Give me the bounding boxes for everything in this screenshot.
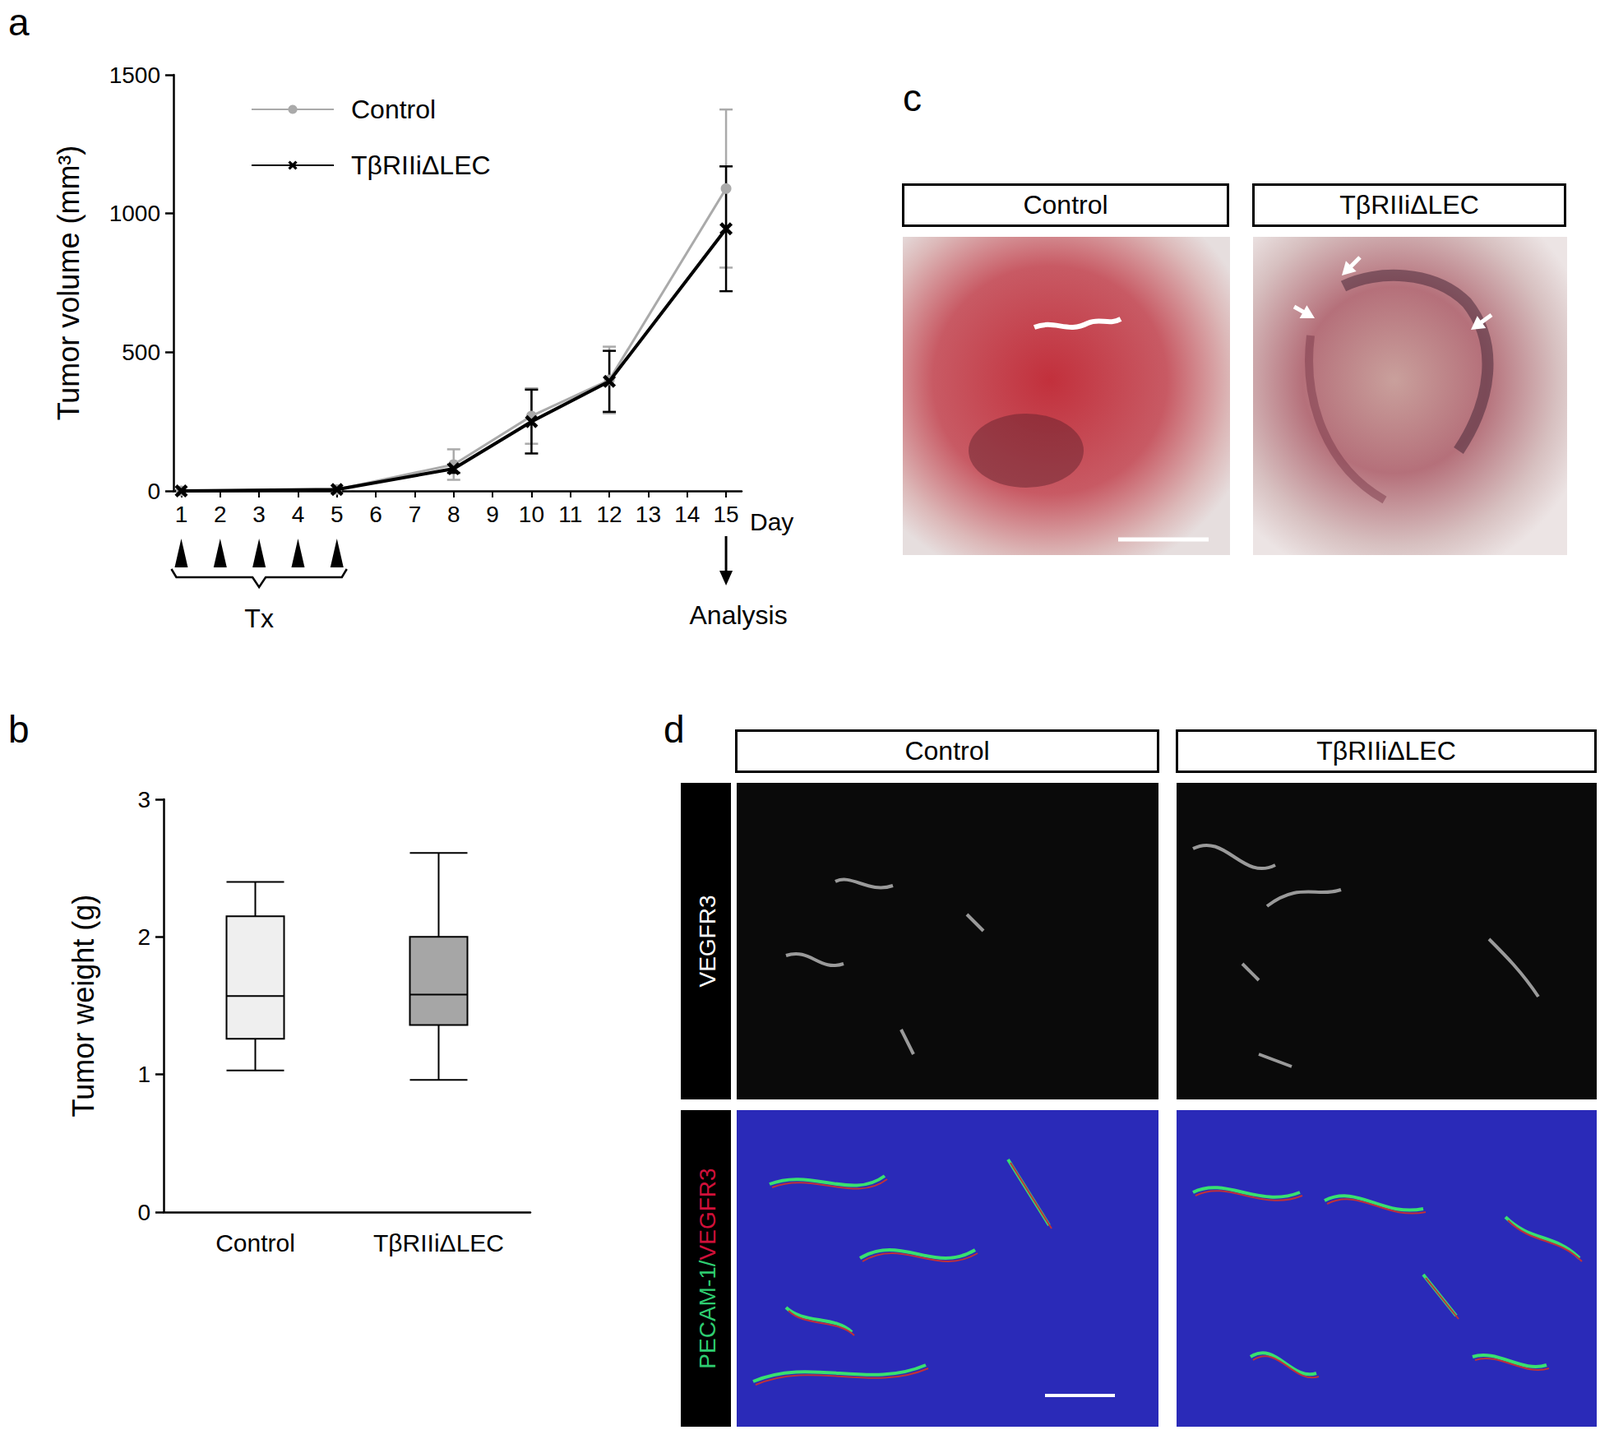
- svg-text:1: 1: [175, 501, 189, 528]
- svg-text:0: 0: [137, 1199, 151, 1226]
- svg-text:15: 15: [712, 501, 739, 528]
- svg-text:500: 500: [121, 339, 161, 366]
- svg-text:2: 2: [213, 501, 227, 528]
- svg-text:12: 12: [596, 501, 623, 528]
- html-text:b: b: [8, 707, 30, 751]
- svg-text:2: 2: [137, 924, 151, 950]
- html-text:Control: Control: [904, 735, 990, 766]
- svg-text:Tumor weight (g): Tumor weight (g): [66, 894, 101, 1118]
- svg-text:TβRIIiΔLEC: TβRIIiΔLEC: [373, 1229, 505, 1257]
- svg-text:6: 6: [369, 501, 383, 528]
- svg-text:11: 11: [558, 501, 583, 528]
- svg-text:Tumor volume (mm³): Tumor volume (mm³): [51, 145, 86, 421]
- svg-text:8: 8: [447, 501, 461, 528]
- svg-text:Control: Control: [215, 1229, 296, 1257]
- html-text:a: a: [8, 0, 30, 44]
- html-text:TβRIIiΔLEC: TβRIIiΔLEC: [1316, 735, 1456, 766]
- html-text:c: c: [902, 76, 922, 120]
- svg-text:1000: 1000: [109, 200, 161, 227]
- svg-text:14: 14: [674, 501, 700, 528]
- svg-text:3: 3: [252, 501, 266, 528]
- svg-text:9: 9: [485, 501, 500, 528]
- svg-text:Tx: Tx: [244, 603, 274, 634]
- svg-text:1500: 1500: [109, 62, 161, 88]
- svg-text:Day: Day: [749, 508, 794, 536]
- svg-text:1: 1: [137, 1061, 151, 1087]
- svg-text:3: 3: [137, 786, 151, 813]
- svg-text:4: 4: [291, 501, 306, 528]
- html-text:TβRIIiΔLEC: TβRIIiΔLEC: [1339, 189, 1479, 220]
- html-text:Control: Control: [1023, 189, 1108, 220]
- svg-text:VEGFR3: VEGFR3: [694, 894, 721, 987]
- html-text:d: d: [663, 707, 685, 751]
- svg-text:Control: Control: [351, 94, 436, 125]
- svg-text:13: 13: [635, 501, 662, 528]
- svg-text:5: 5: [330, 501, 344, 528]
- svg-text:7: 7: [408, 501, 422, 528]
- svg-text:PECAM-1/VEGFR3: PECAM-1/VEGFR3: [694, 1167, 721, 1369]
- svg-text:0: 0: [147, 478, 161, 505]
- svg-text:Analysis: Analysis: [689, 600, 787, 630]
- svg-text:10: 10: [518, 501, 545, 528]
- svg-text:TβRIIiΔLEC: TβRIIiΔLEC: [351, 150, 491, 181]
